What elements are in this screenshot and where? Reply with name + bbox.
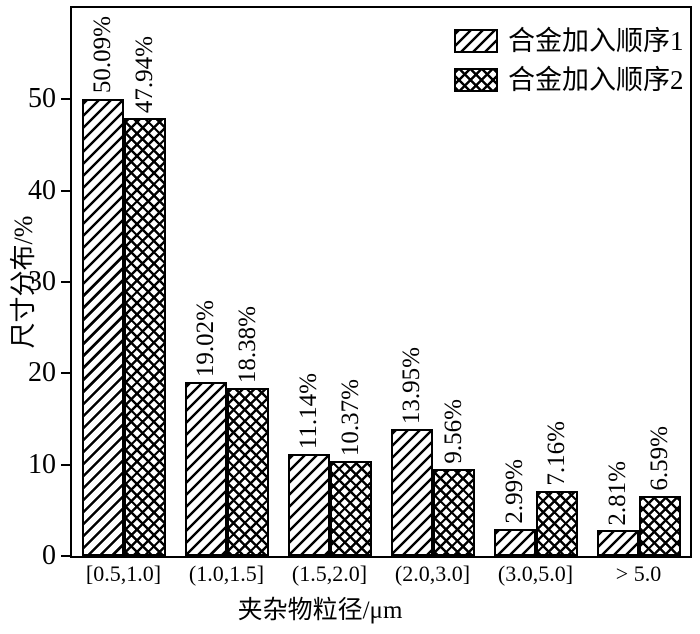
y-tick-label: 40 <box>28 174 56 206</box>
bar-value-label: 7.16% <box>542 421 570 486</box>
y-tick-mark <box>61 281 70 283</box>
bar-series1-group5 <box>493 528 536 556</box>
bar-series1-group2 <box>184 382 227 556</box>
bar-value-label: 2.99% <box>500 459 528 524</box>
y-tick-mark <box>61 555 70 557</box>
legend-label-series2: 合金加入顺序2 <box>508 65 684 95</box>
legend: 合金加入顺序1 合金加入顺序2 <box>454 27 684 94</box>
y-tick-label: 50 <box>28 83 56 115</box>
x-category-label: (1.5,2.0] <box>291 561 368 586</box>
bar-series2-group5 <box>535 490 578 556</box>
bar-series2-group1 <box>123 118 166 556</box>
bar-value-label: 47.94% <box>130 36 158 114</box>
y-tick-mark <box>61 463 70 466</box>
bar-value-label: 10.37% <box>336 379 364 457</box>
y-tick-label: 10 <box>28 448 56 480</box>
plot-area: 50.09% 19.02% 11.14% 13.95% 2.99% 2.81% 47.94%… <box>70 6 692 558</box>
bar-series1-group1 <box>81 98 124 556</box>
legend-item-series2: 合金加入顺序2 <box>454 66 684 94</box>
bar-value-label: 2.81% <box>603 460 631 526</box>
x-category-label: (2.0,3.0] <box>394 561 471 586</box>
x-category-label: [0.5,1.0] <box>85 561 162 586</box>
x-category-label: (3.0,5.0] <box>497 561 574 586</box>
bar-value-label: 13.95% <box>397 346 425 424</box>
crosshatch-swatch-icon <box>454 68 498 92</box>
bar-series2-group3 <box>329 461 372 556</box>
bar-series2-group2 <box>226 388 269 556</box>
bar-value-label: 18.38% <box>233 306 261 384</box>
bar-value-label: 6.59% <box>645 426 673 491</box>
x-axis-title: 夹杂物粒径/μm <box>237 597 403 624</box>
bar-series1-group3 <box>287 454 330 556</box>
y-tick-mark <box>61 372 70 375</box>
y-tick-mark <box>61 189 70 192</box>
y-tick-mark <box>61 98 70 101</box>
bar-series1-group6 <box>596 530 639 556</box>
y-tick-label: 0 <box>42 540 56 571</box>
x-category-label: > 5.0 <box>615 561 662 586</box>
bar-value-label: 9.56% <box>439 399 467 464</box>
bar-value-label: 50.09% <box>88 16 116 94</box>
bar-series1-group4 <box>390 428 433 556</box>
bar-series2-group4 <box>432 468 475 556</box>
y-tick-label: 20 <box>28 357 56 389</box>
diagonal-hatch-swatch-icon <box>454 29 498 53</box>
bar-series2-group6 <box>638 495 681 556</box>
legend-label-series1: 合金加入顺序1 <box>508 26 684 56</box>
y-tick-label: 30 <box>28 266 56 297</box>
bar-value-label: 11.14% <box>294 373 322 450</box>
x-category-label: (1.0,1.5] <box>188 561 265 586</box>
legend-item-series1: 合金加入顺序1 <box>454 27 684 55</box>
bar-value-label: 19.02% <box>191 300 219 378</box>
